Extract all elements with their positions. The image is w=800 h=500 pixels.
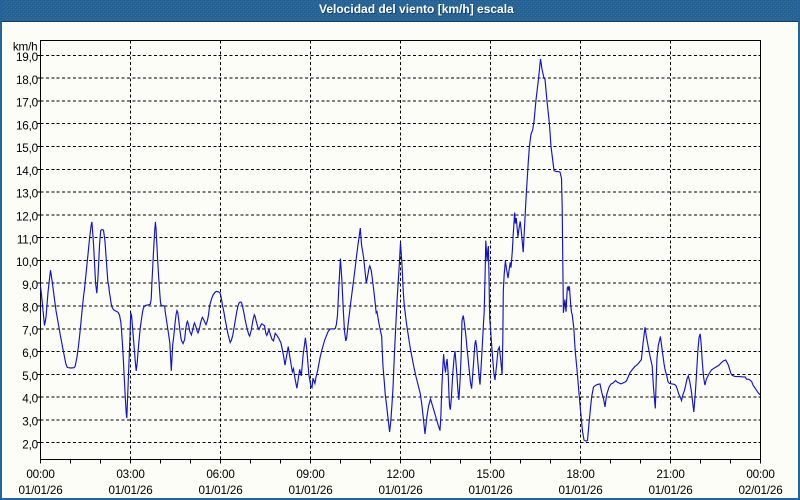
- svg-text:6,0: 6,0: [22, 347, 38, 360]
- svg-text:17,0: 17,0: [16, 97, 39, 110]
- svg-text:19,0: 19,0: [16, 51, 39, 64]
- svg-text:18,0: 18,0: [16, 74, 39, 87]
- svg-text:18:00: 18:00: [566, 468, 595, 481]
- svg-text:10,0: 10,0: [16, 256, 39, 269]
- svg-text:12:00: 12:00: [386, 468, 415, 481]
- svg-text:7,0: 7,0: [22, 324, 38, 337]
- svg-text:01/01/26: 01/01/26: [468, 484, 512, 497]
- svg-text:4,0: 4,0: [22, 393, 38, 406]
- svg-text:5,0: 5,0: [22, 370, 38, 383]
- svg-text:16,0: 16,0: [16, 119, 39, 132]
- svg-text:2,0: 2,0: [22, 438, 38, 451]
- svg-text:02/01/26: 02/01/26: [738, 484, 782, 497]
- svg-text:21:00: 21:00: [656, 468, 685, 481]
- svg-text:8,0: 8,0: [22, 302, 38, 315]
- svg-text:km/h: km/h: [13, 41, 38, 54]
- svg-text:01/01/26: 01/01/26: [378, 484, 422, 497]
- svg-text:01/01/26: 01/01/26: [288, 484, 332, 497]
- svg-text:15:00: 15:00: [476, 468, 505, 481]
- svg-text:01/01/26: 01/01/26: [198, 484, 242, 497]
- svg-text:03:00: 03:00: [116, 468, 145, 481]
- svg-text:01/01/26: 01/01/26: [648, 484, 692, 497]
- svg-text:09:00: 09:00: [296, 468, 325, 481]
- svg-text:06:00: 06:00: [206, 468, 235, 481]
- svg-text:00:00: 00:00: [746, 468, 775, 481]
- svg-text:14,0: 14,0: [16, 165, 39, 178]
- svg-text:11,0: 11,0: [17, 233, 39, 246]
- svg-text:01/01/26: 01/01/26: [558, 484, 602, 497]
- svg-text:9,0: 9,0: [22, 279, 38, 292]
- svg-text:3,0: 3,0: [22, 416, 38, 429]
- svg-text:01/01/26: 01/01/26: [18, 484, 62, 497]
- svg-text:00:00: 00:00: [26, 468, 55, 481]
- svg-text:13,0: 13,0: [16, 188, 39, 201]
- svg-text:15,0: 15,0: [16, 142, 39, 155]
- svg-text:12,0: 12,0: [16, 211, 39, 224]
- svg-text:01/01/26: 01/01/26: [108, 484, 152, 497]
